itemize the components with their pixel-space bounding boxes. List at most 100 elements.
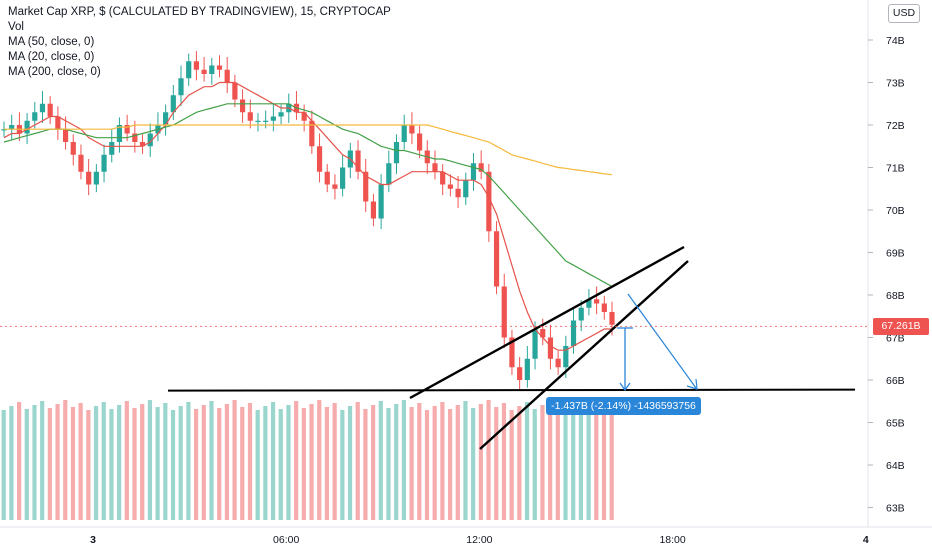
- volume-bar: [386, 408, 391, 520]
- time-tick-label: 4: [863, 534, 869, 546]
- candle-body: [201, 69, 207, 74]
- time-tick-label: 3: [90, 534, 96, 546]
- candle-body: [409, 125, 415, 134]
- volume-bar: [247, 403, 253, 520]
- candle-body: [378, 184, 384, 219]
- volume-bar: [378, 401, 383, 520]
- volume-bar: [478, 404, 483, 520]
- candle-body: [440, 171, 446, 185]
- volume-bar: [340, 410, 345, 520]
- chart-grid: [0, 0, 932, 528]
- volume-bar: [178, 406, 183, 520]
- candle-body: [93, 171, 99, 185]
- candle-body: [493, 231, 500, 287]
- volume-bar: [47, 408, 52, 520]
- volume-bar: [409, 407, 414, 520]
- price-tick-label: 63B: [886, 503, 905, 515]
- volume-bar: [594, 410, 599, 520]
- volume-bar: [186, 402, 191, 520]
- candle-body: [109, 142, 115, 155]
- currency-button[interactable]: USD: [888, 4, 920, 23]
- volume-bar: [440, 402, 445, 520]
- candle-body: [255, 120, 261, 122]
- volume-bar: [224, 404, 229, 520]
- volume-bar: [101, 402, 106, 520]
- volume-bar: [309, 404, 314, 520]
- candle-body: [278, 112, 284, 117]
- volume-bar: [601, 406, 607, 520]
- volume-bar: [163, 403, 168, 520]
- price-tick-label: 66B: [886, 375, 905, 387]
- volume-bar: [332, 403, 337, 520]
- candle-body: [447, 184, 453, 189]
- candle-body: [301, 112, 307, 121]
- volume-bar: [255, 410, 260, 520]
- volume-bar: [463, 401, 468, 520]
- volume-bar: [263, 406, 268, 520]
- candle-body: [124, 125, 130, 134]
- candle-body: [555, 358, 561, 368]
- volume-bar: [301, 408, 306, 520]
- candle-body: [47, 103, 53, 117]
- candle-body: [1, 129, 7, 131]
- legend-title: Market Cap XRP, $ (CALCULATED BY TRADING…: [8, 6, 391, 18]
- candle-body: [55, 116, 61, 130]
- price-tick-label: 70B: [886, 205, 905, 217]
- moving-averages: [3, 81, 613, 351]
- candle-body: [209, 65, 215, 74]
- volume-bar: [455, 405, 460, 520]
- candle-body: [540, 329, 546, 338]
- volume-bar: [524, 402, 530, 520]
- volume-bar: [294, 401, 299, 520]
- volume-bar: [155, 407, 160, 520]
- candle-body: [70, 142, 76, 155]
- volume-bar: [417, 403, 422, 520]
- volume-bar: [32, 405, 37, 520]
- price-tick-label: 74B: [886, 35, 905, 47]
- volume-bar: [394, 404, 399, 520]
- price-tick-label: 65B: [886, 418, 905, 430]
- candle-body: [39, 103, 46, 113]
- volume-bar: [501, 403, 507, 520]
- legend-ma50: MA (50, close, 0): [8, 36, 95, 48]
- candle-body: [132, 133, 138, 142]
- candle-body: [547, 337, 554, 359]
- candle-body: [486, 171, 492, 232]
- candle-body: [355, 150, 361, 172]
- candle-body: [224, 69, 230, 83]
- volume-bar: [194, 409, 199, 520]
- legend-vol: Vol: [8, 21, 24, 33]
- price-tick-label: 71B: [886, 163, 905, 175]
- volume-bar: [124, 401, 129, 520]
- candle-body: [9, 125, 15, 130]
- candle-body: [163, 112, 169, 125]
- volume-bar: [140, 404, 145, 520]
- volume-bar: [424, 410, 430, 520]
- volume-bar: [170, 410, 176, 520]
- ma-line: [3, 81, 612, 351]
- candle-body: [393, 142, 400, 164]
- support-line: [167, 388, 856, 392]
- candle-body: [563, 346, 569, 368]
- candle-body: [501, 286, 507, 338]
- candle-body: [170, 95, 176, 113]
- volume-bar: [494, 407, 499, 520]
- volume-bar: [232, 400, 237, 520]
- volume-bar: [270, 402, 276, 520]
- volume-bar: [317, 400, 322, 520]
- candle-body: [470, 163, 477, 181]
- volume-bar: [147, 400, 153, 520]
- legend-ma200: MA (200, close, 0): [8, 66, 101, 78]
- volume-bar: [486, 400, 491, 520]
- volume-bar: [70, 407, 76, 520]
- volume-bar: [209, 401, 214, 520]
- volume-bar: [609, 402, 614, 520]
- volume-bar: [586, 403, 591, 520]
- volume-bar: [286, 405, 291, 520]
- price-tick-label: 69B: [886, 248, 905, 260]
- candle-body: [332, 184, 338, 189]
- price-tick-label: 73B: [886, 78, 905, 90]
- candle-body: [578, 307, 584, 321]
- candle-body: [340, 167, 346, 189]
